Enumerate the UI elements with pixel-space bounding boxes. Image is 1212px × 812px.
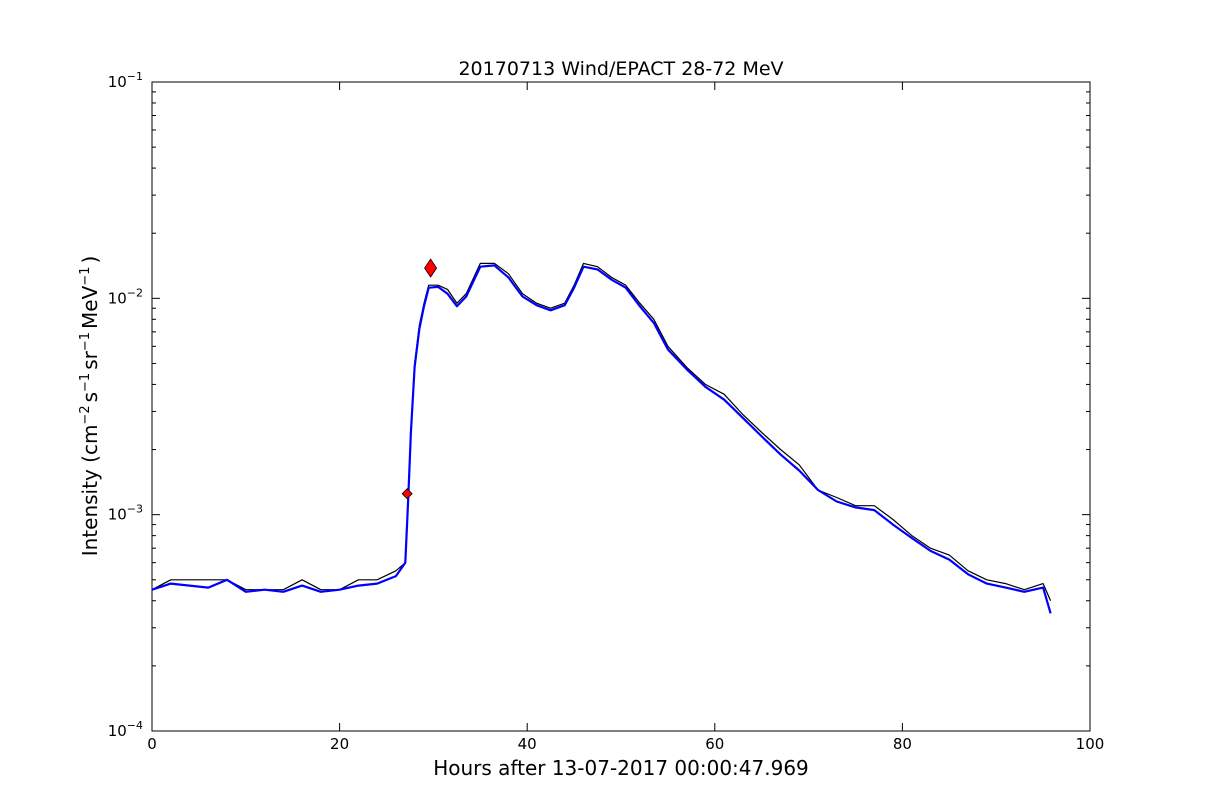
- x-tick-label: 40: [518, 735, 537, 753]
- marker-1: [401, 488, 413, 500]
- y-axis-label: Intensity (cm−2s−1sr−1MeV−1): [78, 256, 102, 557]
- y-tick-label: 10−1: [108, 70, 143, 91]
- series-line-2: [151, 264, 1052, 614]
- x-tick-label: 0: [147, 735, 157, 753]
- x-tick-label: 80: [893, 735, 912, 753]
- x-tick-label: 20: [330, 735, 349, 753]
- plot-area: [151, 81, 1091, 732]
- y-tick-label: 10−4: [108, 719, 143, 740]
- series-layer: [151, 262, 1052, 614]
- y-tick-label: 10−2: [108, 286, 143, 307]
- chart-title: 20170713 Wind/EPACT 28-72 MeV: [458, 58, 783, 80]
- y-tick-label: 10−3: [108, 503, 143, 524]
- x-ticks: 0 20 40 60 80 100: [147, 82, 1104, 753]
- y-ticks: 10−4 10−3 10−2 10−1: [108, 70, 1090, 740]
- marker-2: [424, 258, 438, 278]
- x-tick-label: 60: [705, 735, 724, 753]
- x-tick-label: 100: [1076, 735, 1105, 753]
- x-axis-label: Hours after 13-07-2017 00:00:47.969: [433, 756, 809, 780]
- marker-layer: [401, 258, 438, 500]
